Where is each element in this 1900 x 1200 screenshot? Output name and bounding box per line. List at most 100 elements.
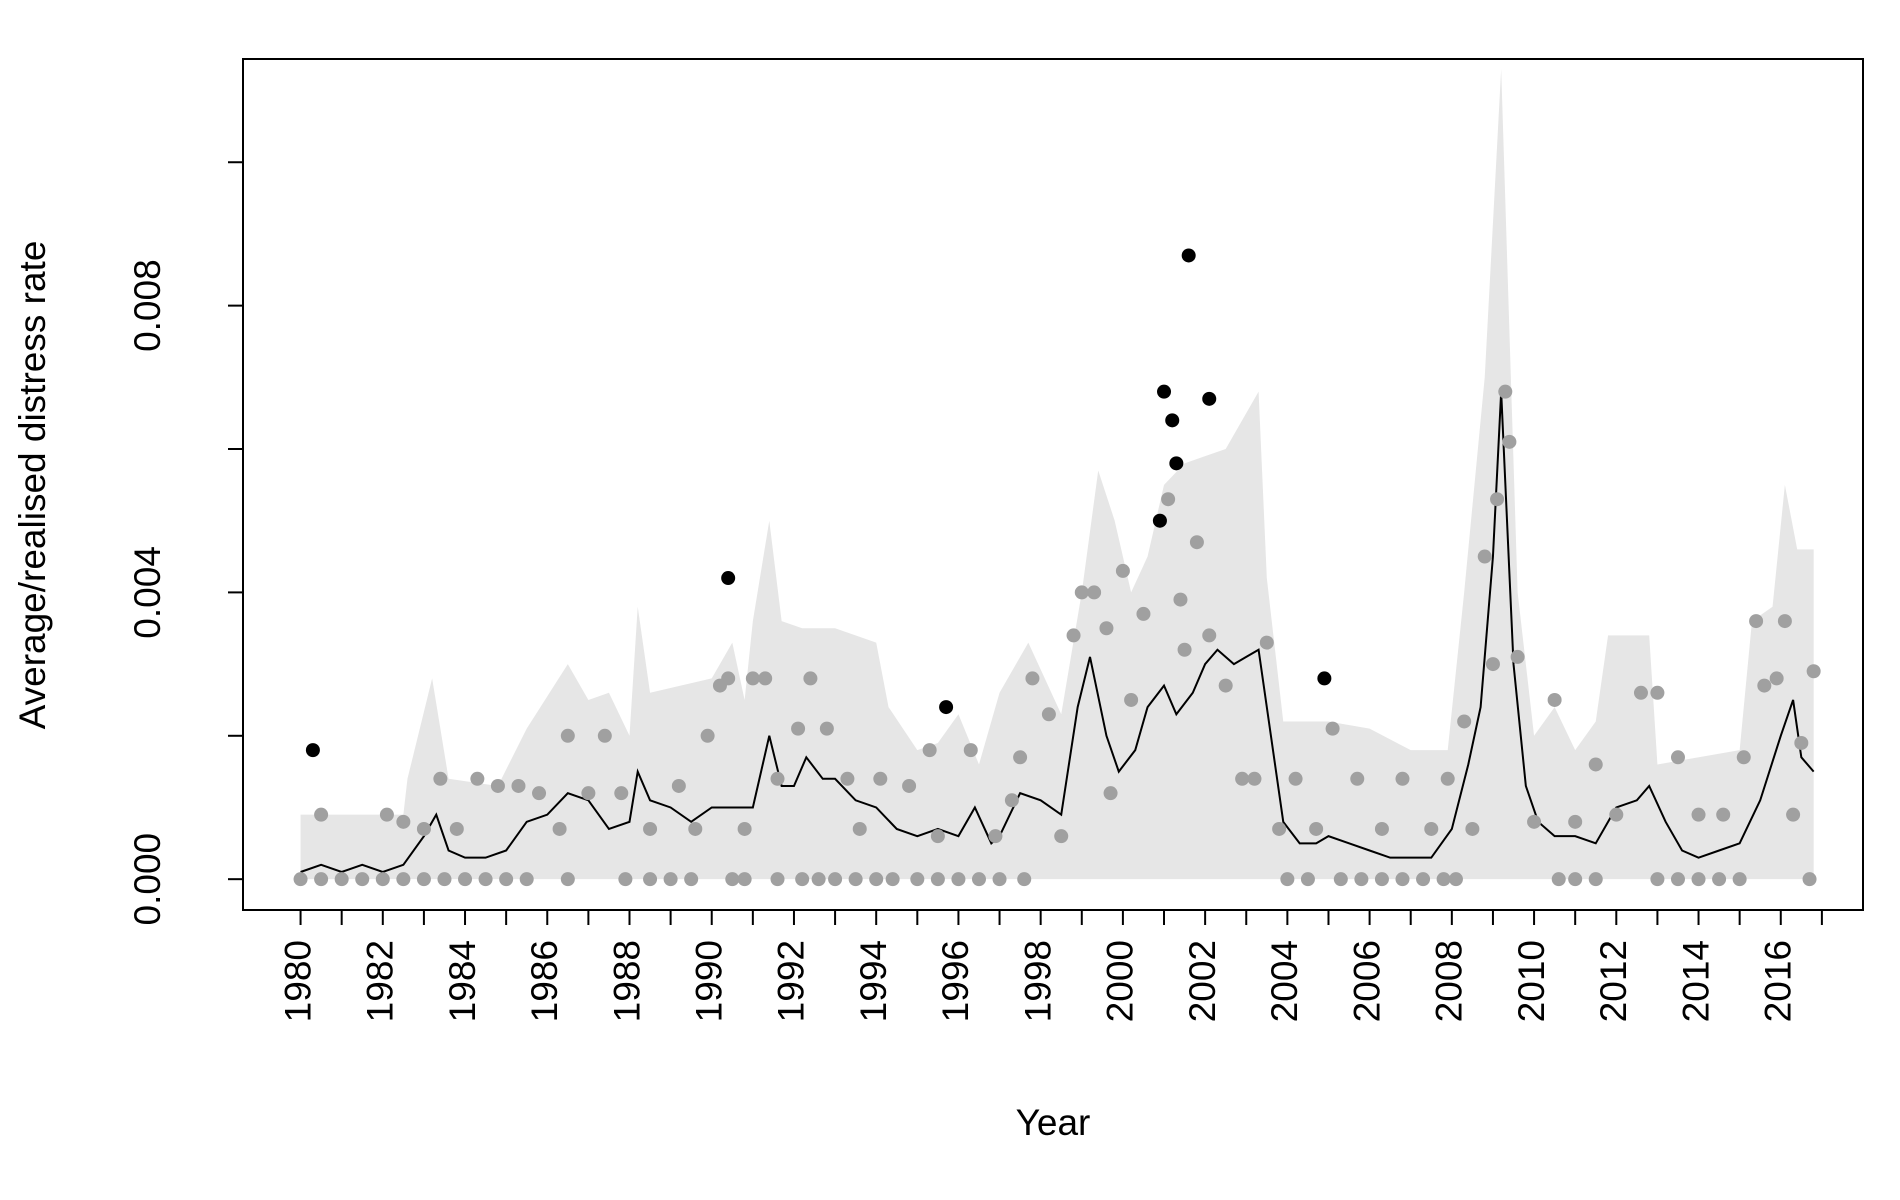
plot-area [293,69,1821,887]
point [1732,872,1747,887]
point [1736,750,1751,765]
point [532,786,547,801]
point [1247,771,1262,786]
point [433,771,448,786]
point [1551,872,1566,887]
point [314,872,329,887]
point [1354,872,1369,887]
average-line [300,391,1815,874]
point [791,721,806,736]
point [1374,821,1389,836]
x-tick-label: 1988 [606,940,647,1022]
point [1124,692,1139,707]
point [1650,685,1665,700]
point [671,778,686,793]
point [614,786,629,801]
x-tick-label: 1998 [1017,940,1058,1022]
point [1074,585,1089,600]
point [1416,872,1431,887]
point [1165,413,1180,428]
point [1115,563,1130,578]
point [1485,657,1500,672]
point [1177,642,1192,657]
point [1272,821,1287,836]
point [375,872,390,887]
point [314,807,329,822]
point [643,821,658,836]
point [1510,649,1525,664]
x-tick-label: 1996 [935,940,976,1022]
x-tick-label: 2002 [1182,940,1223,1022]
point [1502,434,1517,449]
x-tick-label: 1992 [771,940,812,1022]
point [618,872,633,887]
x-tick-label: 2016 [1758,940,1799,1022]
point [1136,606,1151,621]
point [1004,793,1019,808]
point [922,743,937,758]
point [1181,248,1196,263]
point [852,821,867,836]
point [992,872,1007,887]
point [803,671,818,686]
point [1691,807,1706,822]
point [355,872,370,887]
point [1498,384,1513,399]
point [1670,872,1685,887]
point [745,671,760,686]
point [1325,721,1340,736]
point [1309,821,1324,836]
point [1786,807,1801,822]
x-tick-label: 2006 [1346,940,1387,1022]
point [1609,807,1624,822]
point [902,778,917,793]
point [1066,628,1081,643]
point [1547,692,1562,707]
point [1457,714,1472,729]
point [930,829,945,844]
point [1477,549,1492,564]
point [1161,492,1176,507]
point [1670,750,1685,765]
x-tick-label: 2000 [1100,940,1141,1022]
point [478,872,493,887]
y-tick-label: 0.000 [127,833,168,926]
point [1235,771,1250,786]
point [1691,872,1706,887]
point [293,872,308,887]
point [379,807,394,822]
point [499,872,514,887]
point [688,821,703,836]
x-tick-label: 1982 [360,940,401,1022]
point [737,872,752,887]
point [663,872,678,887]
point [1317,671,1332,686]
point [1374,872,1389,887]
point [1568,814,1583,829]
point [437,872,452,887]
point [1806,664,1821,679]
point [1436,872,1451,887]
point [560,728,575,743]
point [1152,513,1167,528]
point [1350,771,1365,786]
point [848,872,863,887]
point [1333,872,1348,887]
point [1777,614,1792,629]
point [1440,771,1455,786]
point [873,771,888,786]
point [1802,872,1817,887]
point [1099,621,1114,636]
point [721,671,736,686]
x-tick-label: 1990 [689,940,730,1022]
x-tick-label: 2010 [1511,940,1552,1022]
point [1424,821,1439,836]
point [1189,535,1204,550]
point [1013,750,1028,765]
point [737,821,752,836]
point [1017,872,1032,887]
point [560,872,575,887]
point [1280,872,1295,887]
